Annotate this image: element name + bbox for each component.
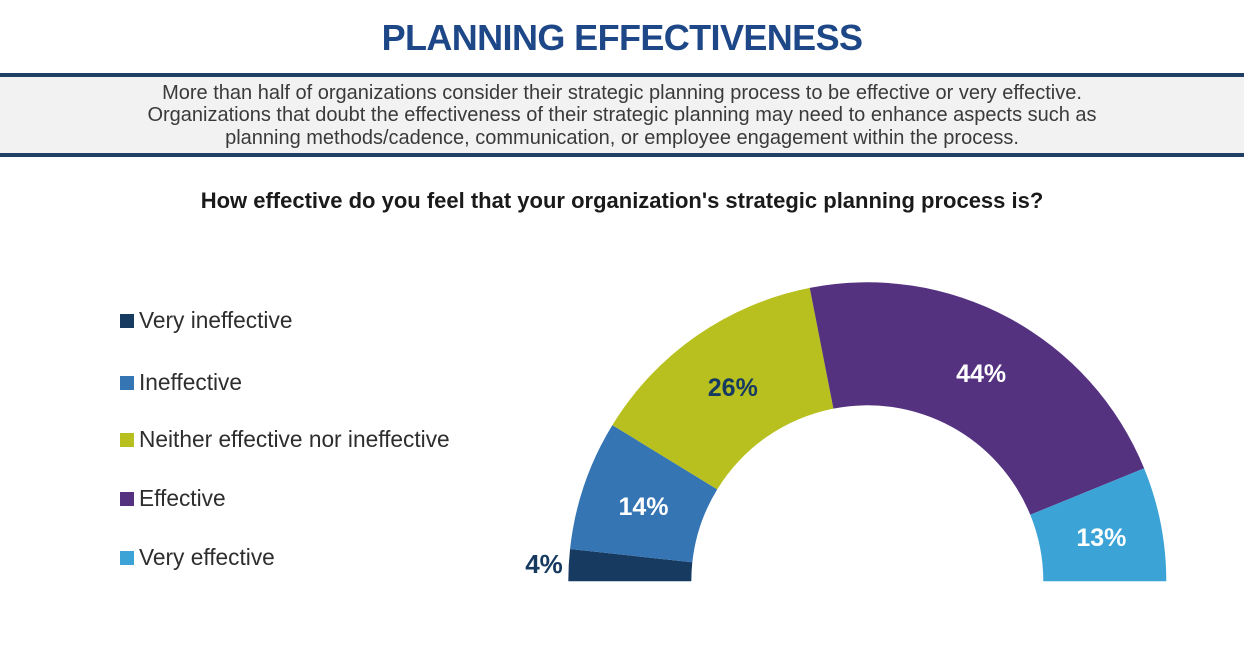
svg-text:13%: 13% (1076, 524, 1126, 552)
svg-text:4%: 4% (525, 549, 563, 579)
svg-text:26%: 26% (708, 374, 758, 402)
svg-text:14%: 14% (618, 493, 668, 521)
svg-text:44%: 44% (956, 360, 1006, 388)
